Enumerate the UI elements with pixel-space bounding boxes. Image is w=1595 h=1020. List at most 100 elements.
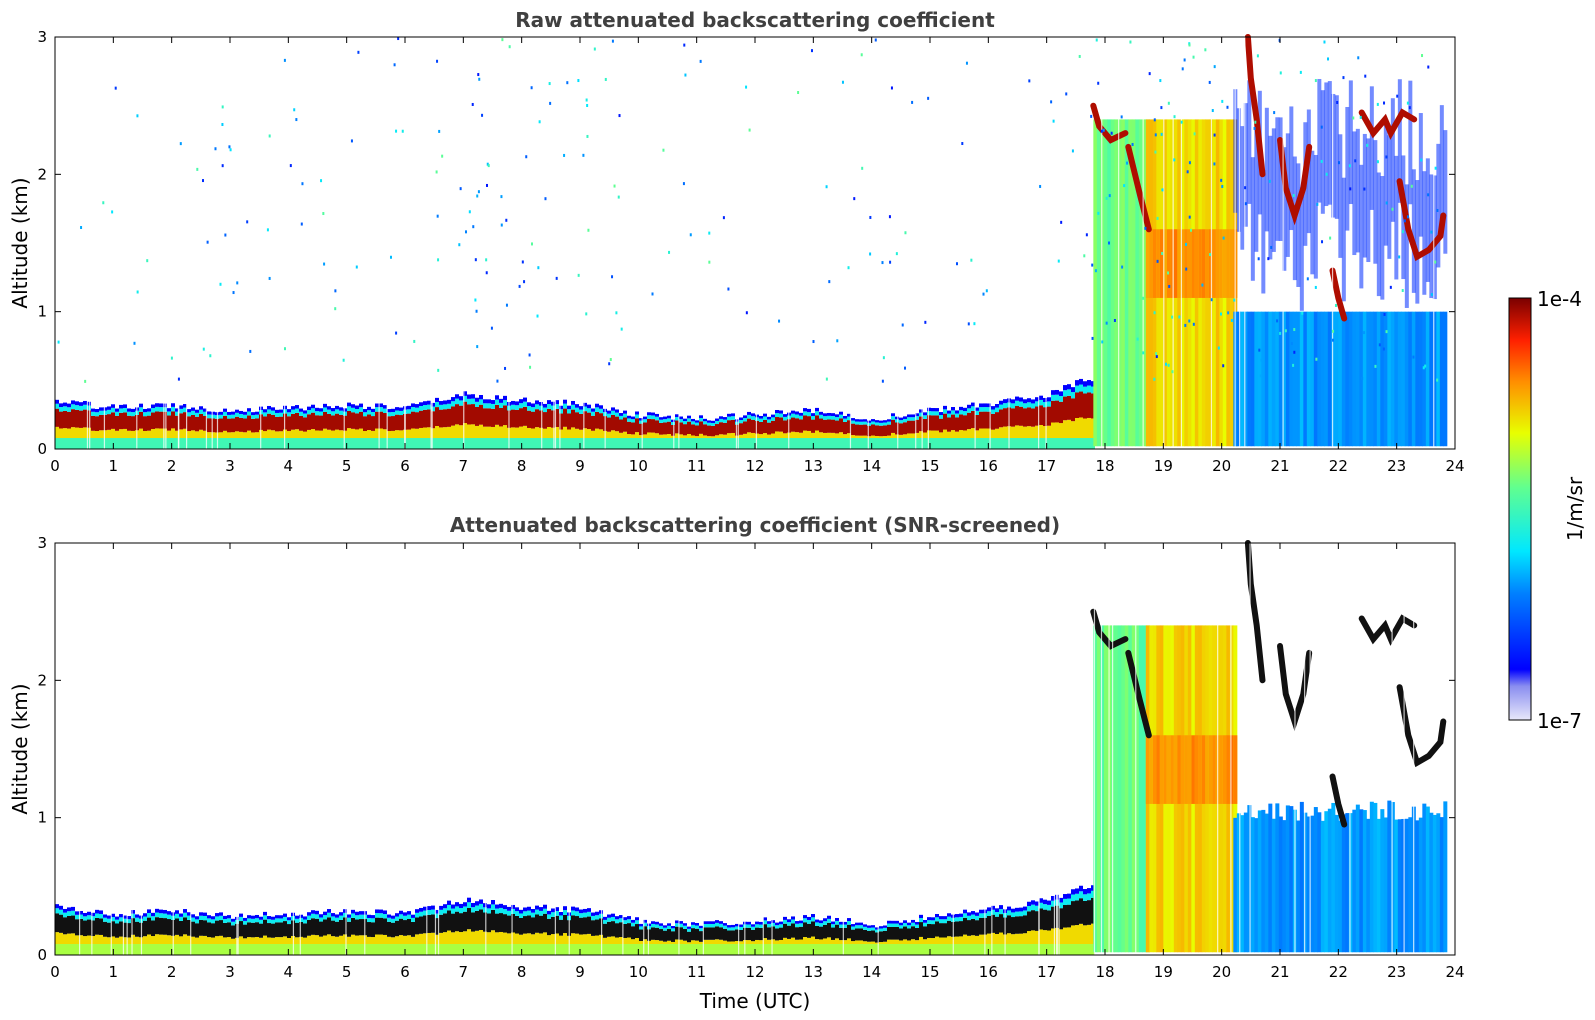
boundary-layer-core-cell — [1075, 900, 1079, 926]
boundary-layer-top-cell — [783, 916, 787, 920]
boundary-layer-edge-cell — [1055, 394, 1059, 401]
boundary-layer-core-cell — [799, 419, 803, 433]
surface-layer-cell — [719, 438, 723, 449]
boundary-layer-edge-cell — [319, 411, 323, 416]
surface-layer-cell — [995, 438, 999, 449]
boundary-layer-top-cell — [815, 919, 819, 923]
noise-speck — [1078, 54, 1081, 58]
boundary-layer-top-cell — [775, 409, 779, 414]
boundary-layer-top-cell — [947, 913, 951, 917]
boundary-layer-top-cell — [1071, 889, 1075, 895]
aerosol-column-cell — [1362, 311, 1367, 447]
noise-speck — [577, 79, 580, 83]
boundary-layer-core-cell — [375, 411, 379, 429]
data-gap-line — [1056, 543, 1058, 955]
boundary-layer-top-cell — [171, 403, 175, 407]
boundary-layer-edge-cell — [911, 922, 915, 927]
boundary-layer-top-cell — [671, 419, 675, 422]
boundary-layer-top-cell — [831, 921, 835, 925]
surface-layer-cell — [255, 438, 259, 449]
cloud-segment — [1329, 773, 1348, 828]
boundary-layer-low-cell — [639, 941, 643, 945]
surface-layer-cell — [683, 438, 687, 449]
boundary-layer-low-cell — [887, 435, 891, 439]
x-tick-label: 21 — [1270, 457, 1289, 475]
boundary-layer-top-cell — [747, 411, 751, 415]
aerosol-column-cell — [1317, 311, 1322, 447]
boundary-layer-low-cell — [691, 435, 695, 439]
noise-speck — [1208, 80, 1211, 84]
boundary-layer-top-cell — [627, 415, 631, 419]
boundary-layer-core-cell — [191, 414, 195, 431]
noise-speck — [1276, 319, 1279, 323]
boundary-layer-edge-cell — [411, 407, 415, 412]
boundary-layer-core-cell — [739, 930, 743, 942]
boundary-layer-top-cell — [1087, 888, 1091, 894]
surface-layer-cell — [779, 438, 783, 449]
surface-layer-cell — [495, 438, 499, 449]
boundary-layer-top-cell — [107, 915, 111, 919]
boundary-layer-core-cell — [627, 923, 631, 938]
surface-layer-cell — [371, 438, 375, 449]
x-tick-label: 24 — [1445, 457, 1464, 475]
surface-layer-cell — [375, 944, 379, 955]
surface-layer-cell — [1067, 438, 1071, 449]
noise-speck — [531, 242, 534, 246]
surface-layer-cell — [295, 438, 299, 449]
boundary-layer-top-cell — [651, 921, 655, 924]
boundary-layer-low-cell — [251, 937, 255, 945]
boundary-layer-edge-cell — [251, 918, 255, 923]
boundary-layer-edge-cell — [447, 904, 451, 911]
boundary-layer-low-cell — [555, 427, 559, 439]
boundary-layer-core-cell — [855, 424, 859, 436]
surface-layer-cell — [455, 438, 459, 449]
noise-speck — [268, 134, 271, 138]
boundary-layer-edge-cell — [715, 420, 719, 425]
boundary-layer-edge-cell — [843, 418, 847, 422]
boundary-layer-top-cell — [391, 915, 395, 919]
boundary-layer-edge-cell — [659, 925, 663, 930]
boundary-layer-core-cell — [427, 409, 431, 428]
boundary-layer-edge-cell — [1079, 891, 1083, 899]
boundary-layer-core-cell — [583, 411, 587, 429]
boundary-layer-top-cell — [331, 913, 335, 917]
boundary-layer-low-cell — [899, 940, 903, 945]
boundary-layer-top-cell — [347, 402, 351, 407]
noise-speck — [1171, 370, 1174, 374]
boundary-layer-low-cell — [599, 429, 603, 439]
boundary-layer-edge-cell — [227, 918, 231, 923]
boundary-layer-edge-cell — [535, 404, 539, 410]
noise-speck — [505, 303, 508, 307]
boundary-layer-edge-cell — [483, 907, 487, 913]
noise-speck — [888, 215, 891, 219]
boundary-layer-top-cell — [1051, 895, 1055, 901]
noise-region-cell — [1327, 81, 1332, 205]
boundary-layer-low-cell — [1007, 933, 1011, 945]
boundary-layer-top-cell — [935, 913, 939, 918]
boundary-layer-edge-cell — [475, 401, 479, 407]
boundary-layer-top-cell — [919, 914, 923, 919]
boundary-layer-top-cell — [579, 909, 583, 914]
data-gap-line — [437, 543, 440, 955]
boundary-layer-core-cell — [575, 412, 579, 429]
x-tick-label: 23 — [1387, 457, 1406, 475]
surface-layer-cell — [799, 944, 803, 955]
boundary-layer-edge-cell — [167, 914, 171, 920]
noise-speck — [295, 118, 298, 122]
boundary-layer-low-cell — [471, 424, 475, 439]
boundary-layer-low-cell — [727, 941, 731, 945]
boundary-layer-core-cell — [563, 408, 567, 427]
boundary-layer-edge-cell — [715, 922, 719, 927]
surface-layer-cell — [911, 944, 915, 955]
boundary-layer-core-cell — [619, 419, 623, 433]
surface-layer-cell — [63, 438, 67, 449]
boundary-layer-low-cell — [915, 432, 919, 439]
aerosol-dense-cell — [1166, 229, 1171, 298]
boundary-layer-core-cell — [723, 422, 727, 435]
noise-speck — [505, 218, 508, 222]
boundary-layer-top-cell — [967, 912, 971, 916]
boundary-layer-edge-cell — [803, 411, 807, 416]
surface-layer-cell — [503, 438, 507, 449]
boundary-layer-top-cell — [795, 921, 799, 924]
boundary-layer-edge-cell — [211, 414, 215, 419]
